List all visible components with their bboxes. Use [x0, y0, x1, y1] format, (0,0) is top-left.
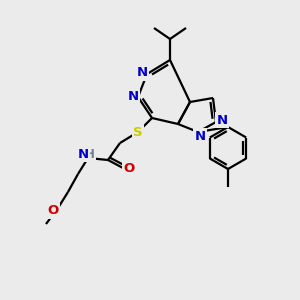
Text: H: H	[85, 148, 95, 160]
Text: O: O	[123, 161, 135, 175]
Text: N: N	[77, 148, 88, 160]
Text: N: N	[136, 67, 148, 80]
Text: N: N	[194, 130, 206, 142]
Text: S: S	[133, 125, 143, 139]
Text: N: N	[216, 113, 228, 127]
Text: N: N	[128, 91, 139, 103]
Text: O: O	[47, 205, 58, 218]
